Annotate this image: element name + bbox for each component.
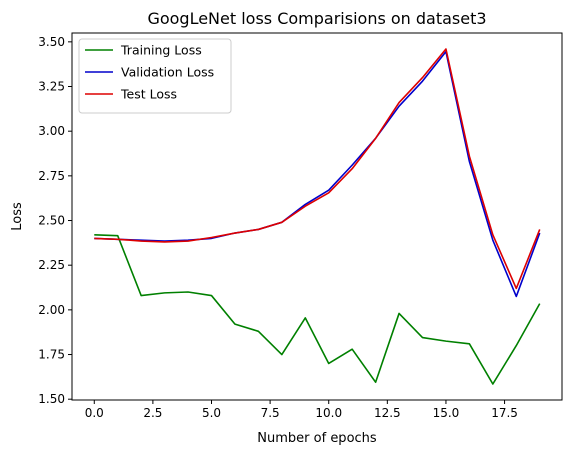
chart-title: GoogLeNet loss Comparisions on dataset3 — [147, 9, 486, 28]
x-tick-label: 10.0 — [315, 406, 342, 420]
y-tick-label: 2.50 — [38, 214, 65, 228]
x-axis: 0.0 2.5 5.0 7.5 10.0 12.5 15.0 17.5 — [85, 400, 518, 420]
x-tick-label: 5.0 — [202, 406, 221, 420]
x-tick-label: 2.5 — [143, 406, 162, 420]
y-tick-label: 1.75 — [38, 348, 65, 362]
x-tick-label: 0.0 — [85, 406, 104, 420]
y-tick-label: 3.25 — [38, 80, 65, 94]
legend: Training Loss Validation Loss Test Loss — [79, 39, 231, 113]
legend-label-2: Test Loss — [120, 87, 177, 102]
y-tick-label: 2.75 — [38, 169, 65, 183]
y-tick-label: 2.00 — [38, 303, 65, 317]
series-line-0 — [94, 235, 539, 384]
y-tick-label: 3.50 — [38, 35, 65, 49]
y-axis: 1.50 1.75 2.00 2.25 2.50 2.75 3.00 3.25 3.50 — [38, 35, 72, 406]
y-tick-label: 2.25 — [38, 258, 65, 272]
y-axis-label: Loss — [10, 202, 25, 231]
x-axis-label: Number of epochs — [257, 431, 377, 446]
y-tick-label: 3.00 — [38, 124, 65, 138]
legend-label-0: Training Loss — [120, 43, 202, 58]
legend-label-1: Validation Loss — [121, 65, 214, 80]
x-tick-label: 12.5 — [374, 406, 401, 420]
x-tick-label: 17.5 — [491, 406, 518, 420]
y-tick-label: 1.50 — [38, 392, 65, 406]
x-tick-label: 7.5 — [261, 406, 280, 420]
x-tick-label: 15.0 — [433, 406, 460, 420]
